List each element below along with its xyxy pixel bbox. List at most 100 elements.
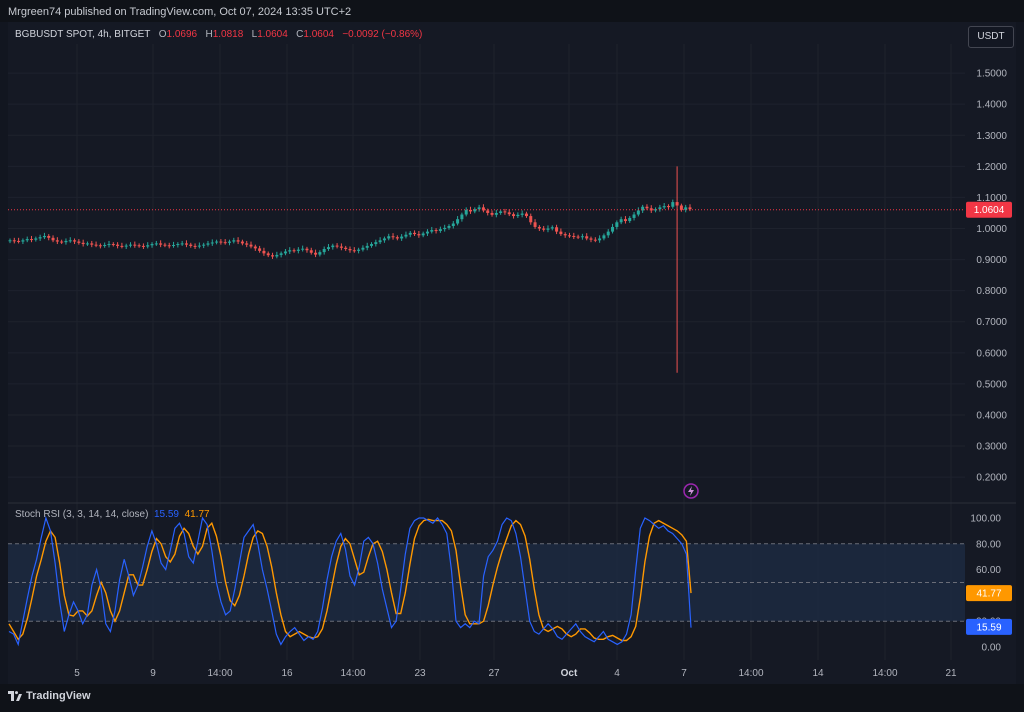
high-label: H bbox=[205, 29, 213, 40]
candle-body bbox=[447, 226, 451, 228]
candle-body bbox=[103, 244, 107, 246]
candle-body bbox=[533, 222, 537, 227]
candle-body bbox=[245, 243, 249, 245]
candle-body bbox=[51, 237, 55, 241]
candle-body bbox=[90, 243, 94, 245]
candle-body bbox=[417, 234, 421, 236]
candle-body bbox=[344, 247, 348, 250]
candle-body bbox=[460, 214, 464, 220]
candle-body bbox=[615, 222, 619, 227]
candle-body bbox=[378, 240, 382, 243]
low-value: 1.0604 bbox=[257, 29, 288, 40]
time-tick-label: 14 bbox=[812, 668, 824, 679]
candle-body bbox=[189, 244, 193, 246]
candle-body bbox=[430, 230, 434, 232]
candle-body bbox=[408, 232, 412, 235]
candle-body bbox=[611, 226, 615, 232]
k-value: 15.59 bbox=[153, 509, 179, 520]
candle-body bbox=[163, 244, 167, 246]
candle-body bbox=[391, 236, 395, 238]
time-tick-label: 23 bbox=[414, 668, 426, 679]
candle-body bbox=[133, 244, 137, 246]
candle-body bbox=[111, 244, 115, 246]
candle-body bbox=[12, 240, 16, 242]
candle-body bbox=[352, 250, 356, 252]
time-tick-label: 5 bbox=[74, 668, 80, 679]
candle-body bbox=[438, 229, 442, 231]
candle-body bbox=[456, 219, 460, 224]
time-tick-label: Oct bbox=[561, 668, 578, 679]
candle-body bbox=[258, 248, 262, 251]
stoch-level-lines bbox=[8, 543, 965, 622]
candle-body bbox=[477, 207, 481, 210]
candle-body bbox=[365, 245, 369, 248]
tradingview-logo[interactable]: TradingView bbox=[8, 690, 91, 702]
candle-body bbox=[253, 246, 257, 249]
candle-body bbox=[283, 251, 287, 254]
candle-body bbox=[279, 253, 283, 255]
k-value-tag bbox=[966, 618, 1012, 635]
candle-body bbox=[654, 209, 658, 211]
candle-body bbox=[524, 213, 528, 217]
candle-body bbox=[236, 240, 240, 242]
time-tick-label: 27 bbox=[488, 668, 500, 679]
candle-body bbox=[507, 212, 511, 215]
candle-body bbox=[8, 240, 12, 242]
candle-body bbox=[421, 233, 425, 236]
stoch-tick-label: 60.00 bbox=[976, 565, 1001, 576]
candle-body bbox=[202, 244, 206, 246]
indicator-name[interactable]: Stoch RSI (3, 3, 14, 14, close) bbox=[15, 509, 149, 520]
price-tick-label: 0.7000 bbox=[976, 317, 1007, 328]
price-axis: 1.5000 1.4000 1.3000 1.2000 1.1000 1.0000 0.90… bbox=[976, 69, 1007, 484]
stoch-tick-label: 100.00 bbox=[970, 514, 1001, 525]
open-label: O bbox=[158, 29, 167, 40]
candle-body bbox=[395, 237, 399, 239]
price-tick-label: 0.6000 bbox=[976, 348, 1007, 359]
candle-body bbox=[296, 249, 300, 251]
candle-body bbox=[116, 244, 120, 246]
low-label: L bbox=[251, 29, 258, 40]
time-tick-label: 21 bbox=[945, 668, 957, 679]
candle-body bbox=[585, 236, 589, 239]
candle-body bbox=[503, 211, 507, 213]
price-tick-label: 0.5000 bbox=[976, 379, 1007, 390]
candle-body bbox=[490, 212, 494, 215]
candle-body bbox=[550, 227, 554, 229]
candle-body bbox=[494, 212, 498, 215]
candle-body bbox=[292, 250, 296, 252]
candle-body bbox=[232, 240, 236, 242]
close-label: C bbox=[296, 29, 304, 40]
tradingview-logo-text: TradingView bbox=[26, 690, 91, 702]
time-tick-label: 16 bbox=[281, 668, 293, 679]
stoch-d-line bbox=[8, 518, 692, 642]
candle-body bbox=[288, 250, 292, 252]
candle-body bbox=[172, 244, 176, 246]
candle-body bbox=[215, 241, 219, 243]
stoch-k-line bbox=[8, 515, 692, 647]
symbol-name[interactable]: BGBUSDT SPOT, 4h, BITGET bbox=[15, 29, 151, 40]
candle-body bbox=[146, 245, 150, 247]
candle-body bbox=[684, 207, 688, 210]
candle-body bbox=[227, 241, 231, 243]
candle-body bbox=[387, 236, 391, 239]
currency-button[interactable]: USDT bbox=[968, 26, 1014, 48]
candle-body bbox=[529, 216, 533, 223]
candle-body bbox=[473, 209, 477, 212]
price-tick-label: 0.3000 bbox=[976, 442, 1007, 453]
candle-body bbox=[606, 231, 610, 236]
candle-body bbox=[481, 207, 485, 211]
candle-body bbox=[559, 231, 563, 235]
candle-body bbox=[42, 235, 46, 238]
change-value: −0.0092 (−0.86%) bbox=[342, 29, 423, 40]
candle-body bbox=[129, 244, 133, 246]
candle-body bbox=[404, 234, 408, 237]
event-icon[interactable] bbox=[683, 483, 699, 499]
candle-body bbox=[576, 236, 580, 238]
candle-body bbox=[68, 240, 72, 242]
published-info: Mrgreen74 published on TradingView.com, … bbox=[8, 6, 352, 18]
candle-body bbox=[598, 238, 602, 241]
price-tick-label: 1.0000 bbox=[976, 224, 1007, 235]
candle-body bbox=[124, 245, 128, 247]
candle-body bbox=[400, 236, 404, 239]
